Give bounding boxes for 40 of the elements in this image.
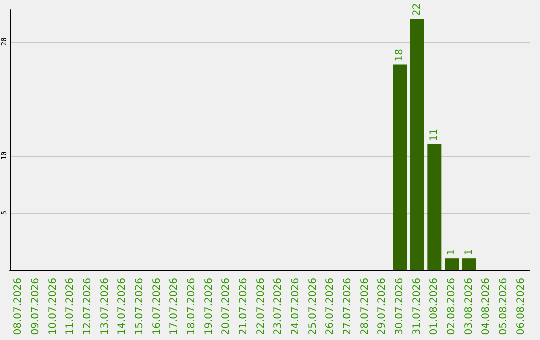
x-tick-label: 03.08.2026 <box>464 278 475 336</box>
x-tick-label: 31.07.2026 <box>412 278 423 336</box>
x-tick-label: 27.07.2026 <box>342 278 354 336</box>
x-tick-label: 02.08.2026 <box>446 278 458 336</box>
data-label: 11 <box>429 128 440 142</box>
x-tick-label: 28.07.2026 <box>360 278 371 336</box>
data-label: 1 <box>464 249 475 256</box>
x-tick-label: 17.07.2026 <box>169 278 180 336</box>
bar <box>428 144 442 270</box>
x-tick-label: 04.08.2026 <box>481 278 492 336</box>
bar <box>462 258 476 270</box>
x-tick-label: 20.07.2026 <box>221 278 232 336</box>
bar <box>393 64 407 270</box>
x-tick-label: 16.07.2026 <box>152 278 163 336</box>
x-tick-label: 23.07.2026 <box>273 278 284 336</box>
x-tick-label: 11.07.2026 <box>65 278 76 336</box>
x-tick-label: 25.07.2026 <box>308 278 319 336</box>
data-label: 18 <box>394 49 406 62</box>
x-tick-label: 05.08.2026 <box>498 278 510 336</box>
bar <box>445 258 459 270</box>
x-tick-label: 18.07.2026 <box>186 278 198 336</box>
x-tick-label: 14.07.2026 <box>117 278 128 336</box>
x-tick-label: 21.07.2026 <box>238 278 250 336</box>
x-tick-label: 30.07.2026 <box>394 278 406 336</box>
bar <box>410 19 424 270</box>
x-tick-label: 06.08.2026 <box>516 278 527 336</box>
x-tick-label: 19.07.2026 <box>204 278 215 336</box>
x-tick-label: 13.07.2026 <box>100 278 111 336</box>
x-tick-label: 15.07.2026 <box>134 278 146 336</box>
data-label: 22 <box>412 3 423 16</box>
x-tick-label: 22.07.2026 <box>256 278 267 336</box>
data-label: 1 <box>446 249 458 256</box>
x-tick-label: 01.08.2026 <box>429 278 440 336</box>
x-tick-label: 29.07.2026 <box>377 278 388 336</box>
x-tick-label: 24.07.2026 <box>290 278 302 336</box>
x-tick-label: 26.07.2026 <box>325 278 336 336</box>
x-tick-label: 10.07.2026 <box>48 278 59 336</box>
x-tick-label: 12.07.2026 <box>82 278 94 336</box>
x-tick-label: 09.07.2026 <box>30 278 42 336</box>
x-tick-label: 08.07.2026 <box>13 278 24 336</box>
